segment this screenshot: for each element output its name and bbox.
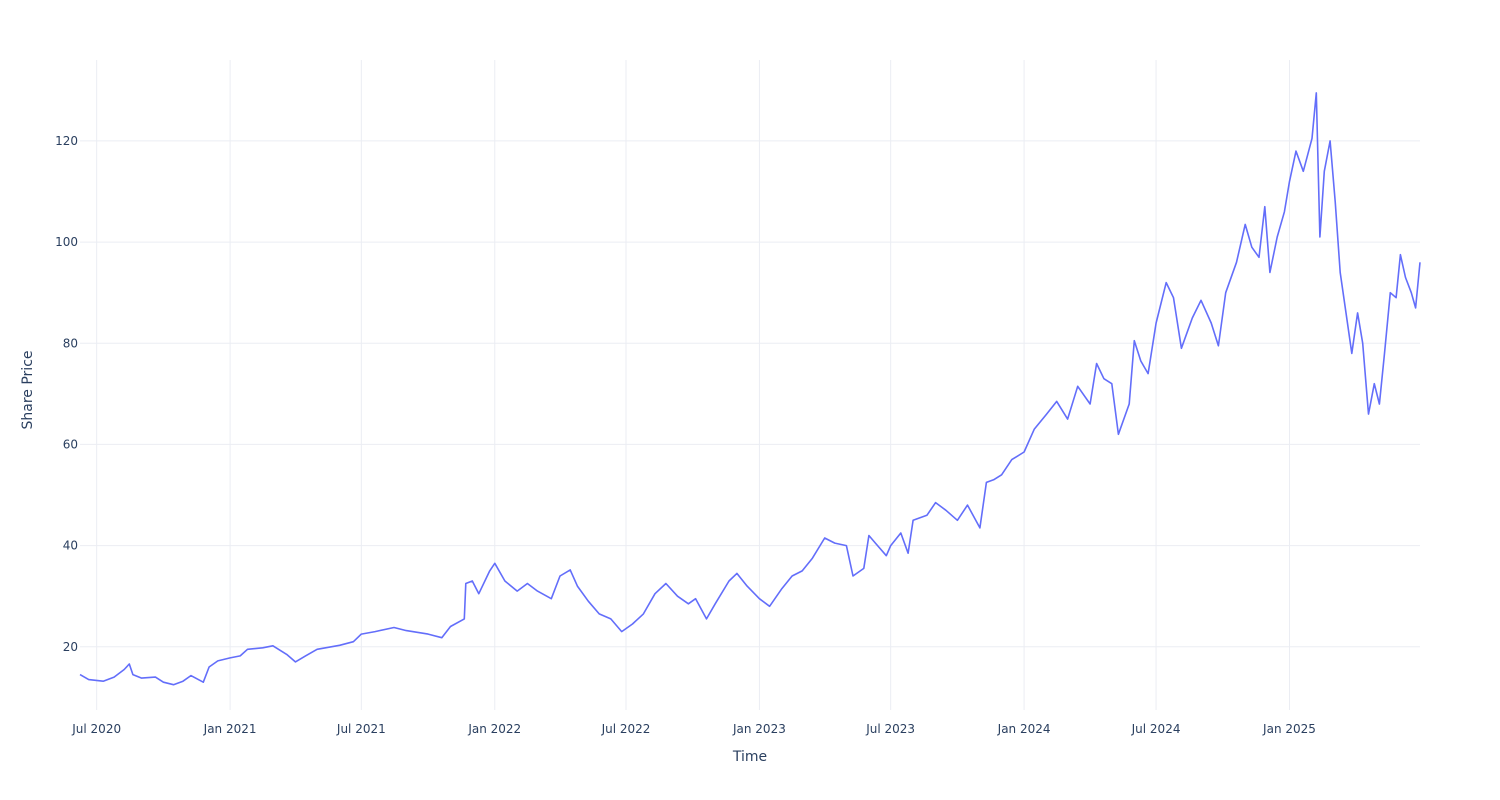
- x-axis-title: Time: [732, 749, 767, 765]
- x-tick-label: Jan 2025: [1262, 722, 1316, 736]
- y-gridlines: [80, 140, 1420, 648]
- x-tick-labels: Jul 2020 Jan 2021 Jul 2021 Jan 2022 Jul 2022…: [71, 722, 1316, 736]
- y-axis-title: Share Price: [20, 350, 36, 429]
- x-tick-label: Jul 2023: [865, 722, 915, 736]
- x-gridlines: [96, 60, 1290, 710]
- x-tick-label: Jan 2022: [467, 722, 521, 736]
- x-tick-label: Jul 2021: [336, 722, 386, 736]
- x-tick-label: Jul 2020: [71, 722, 121, 736]
- x-tick-label: Jul 2022: [601, 722, 651, 736]
- x-tick-label: Jul 2024: [1131, 722, 1181, 736]
- y-tick-label: 20: [63, 640, 78, 654]
- y-tick-label: 60: [63, 437, 78, 451]
- x-tick-label: Jan 2023: [732, 722, 786, 736]
- y-tick-labels: 20 40 60 80 100 120: [55, 134, 78, 654]
- x-tick-label: Jan 2024: [997, 722, 1051, 736]
- y-tick-label: 80: [63, 336, 78, 350]
- x-tick-label: Jan 2021: [203, 722, 257, 736]
- y-tick-label: 100: [55, 235, 78, 249]
- share-price-line: [79, 92, 1421, 686]
- y-tick-label: 120: [55, 134, 78, 148]
- series-layer: [79, 92, 1421, 686]
- y-tick-label: 40: [63, 539, 78, 553]
